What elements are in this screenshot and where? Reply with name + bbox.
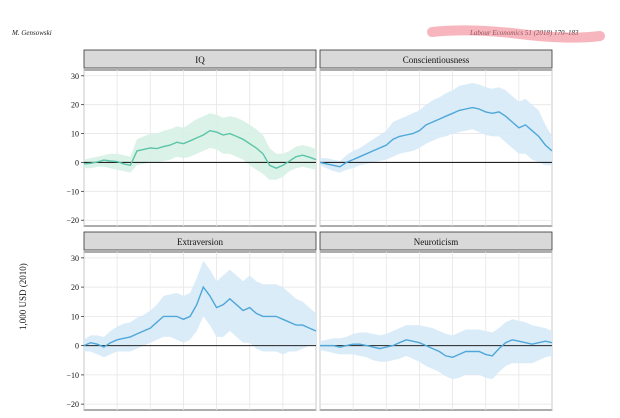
highlighter-mark bbox=[427, 25, 605, 43]
y-tick-label: 0 bbox=[75, 158, 79, 167]
y-tick-label: −10 bbox=[66, 371, 79, 380]
series-line-iq bbox=[83, 129, 317, 169]
y-tick-label: 10 bbox=[71, 130, 79, 139]
y-tick-label: 20 bbox=[71, 283, 79, 292]
y-tick-label: −10 bbox=[66, 187, 79, 196]
series-line-conscientiousness bbox=[319, 106, 553, 168]
y-tick-label: 30 bbox=[71, 254, 79, 263]
confidence-band-extraversion bbox=[84, 260, 316, 358]
y-axis-label: 1,000 USD (2010) bbox=[18, 263, 28, 330]
panel-strip-conscientiousness bbox=[319, 49, 553, 69]
confidence-band-iq bbox=[84, 113, 316, 180]
panel-strip-neuroticism bbox=[319, 231, 553, 251]
panel-title-extraversion: Extraversion bbox=[177, 237, 223, 247]
panel-title-iq: IQ bbox=[195, 55, 205, 65]
y-tick-label: 30 bbox=[71, 72, 79, 81]
confidence-band-conscientiousness bbox=[320, 83, 552, 173]
panel-strip-extraversion bbox=[83, 231, 317, 251]
series-line-extraversion bbox=[83, 285, 317, 348]
y-tick-label: 10 bbox=[71, 312, 79, 321]
panel-strip-iq bbox=[83, 49, 317, 69]
panel-title-conscientiousness: Conscientiousness bbox=[403, 55, 470, 65]
panel-title-neuroticism: Neuroticism bbox=[414, 237, 459, 247]
y-tick-label: −20 bbox=[66, 216, 79, 225]
series-line-neuroticism bbox=[320, 339, 553, 359]
y-tick-label: 0 bbox=[75, 342, 79, 351]
journal-author: M. Gensowski bbox=[12, 29, 52, 37]
y-tick-label: −20 bbox=[66, 400, 79, 409]
y-tick-label: 20 bbox=[71, 101, 79, 110]
